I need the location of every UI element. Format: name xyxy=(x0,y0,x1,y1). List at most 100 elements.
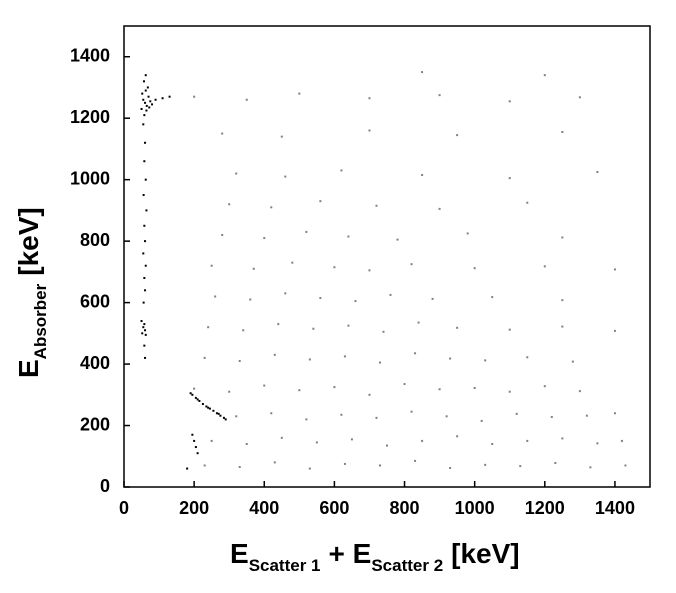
point xyxy=(449,466,452,469)
point xyxy=(263,237,266,240)
point xyxy=(620,439,623,442)
point xyxy=(473,387,476,390)
point xyxy=(214,295,217,298)
point xyxy=(449,357,452,360)
point xyxy=(273,353,276,356)
point xyxy=(193,95,196,98)
point xyxy=(142,98,145,101)
point xyxy=(189,392,192,395)
point xyxy=(144,333,147,336)
point xyxy=(340,413,343,416)
point xyxy=(378,361,381,364)
point xyxy=(145,209,148,212)
y-tick-label: 1000 xyxy=(70,168,110,188)
x-tick-label: 200 xyxy=(179,498,209,518)
point xyxy=(142,194,145,197)
point xyxy=(221,233,224,236)
point xyxy=(347,235,350,238)
point xyxy=(222,416,225,419)
point xyxy=(217,412,220,415)
point xyxy=(143,323,146,326)
point xyxy=(389,293,392,296)
point xyxy=(491,296,494,299)
point xyxy=(142,326,145,329)
point xyxy=(210,264,213,267)
point xyxy=(198,399,201,402)
point xyxy=(228,203,231,206)
point xyxy=(526,439,529,442)
point xyxy=(473,267,476,270)
point xyxy=(168,95,171,98)
point xyxy=(151,103,154,106)
point xyxy=(414,459,417,462)
point xyxy=(143,160,146,163)
point xyxy=(249,298,252,301)
point xyxy=(141,92,144,95)
point xyxy=(203,356,206,359)
point xyxy=(375,204,378,207)
point xyxy=(298,389,301,392)
point xyxy=(263,384,266,387)
point xyxy=(140,320,143,323)
point xyxy=(219,414,222,417)
point xyxy=(508,177,511,180)
point xyxy=(354,300,357,303)
point xyxy=(143,114,146,117)
point xyxy=(308,467,311,470)
point xyxy=(431,297,434,300)
point xyxy=(238,359,241,362)
point xyxy=(456,326,459,329)
point xyxy=(438,207,441,210)
point xyxy=(144,89,147,92)
point xyxy=(154,98,157,101)
x-tick-label: 1400 xyxy=(595,498,635,518)
point xyxy=(215,412,218,415)
point xyxy=(396,238,399,241)
point xyxy=(526,356,529,359)
point xyxy=(624,464,627,467)
point xyxy=(207,406,210,409)
plot-frame xyxy=(123,25,651,488)
point xyxy=(147,95,150,98)
point xyxy=(343,355,346,358)
point xyxy=(347,324,350,327)
point xyxy=(508,100,511,103)
point xyxy=(578,390,581,393)
y-tick-label: 1400 xyxy=(70,45,110,65)
point xyxy=(343,462,346,465)
x-tick-label: 600 xyxy=(319,498,349,518)
point xyxy=(280,135,283,138)
x-tick-label: 0 xyxy=(119,498,129,518)
point xyxy=(235,172,238,175)
point xyxy=(613,268,616,271)
point xyxy=(561,236,564,239)
point xyxy=(242,329,245,332)
point xyxy=(466,232,469,235)
point xyxy=(508,328,511,331)
point xyxy=(144,329,147,332)
point xyxy=(414,352,417,355)
point xyxy=(333,266,336,269)
point xyxy=(515,412,518,415)
point xyxy=(193,439,196,442)
point xyxy=(191,433,194,436)
point xyxy=(149,100,152,103)
point xyxy=(305,418,308,421)
point xyxy=(142,123,145,126)
point xyxy=(368,393,371,396)
point xyxy=(208,407,211,410)
point xyxy=(144,141,147,144)
point xyxy=(145,109,148,112)
point xyxy=(368,129,371,132)
point xyxy=(519,465,522,468)
y-tick-label: 1200 xyxy=(70,107,110,127)
point xyxy=(578,96,581,99)
y-tick-label: 200 xyxy=(80,414,110,434)
point xyxy=(284,175,287,178)
point xyxy=(142,80,145,83)
point xyxy=(613,412,616,415)
point xyxy=(571,360,574,363)
point xyxy=(508,390,511,393)
point xyxy=(238,466,241,469)
